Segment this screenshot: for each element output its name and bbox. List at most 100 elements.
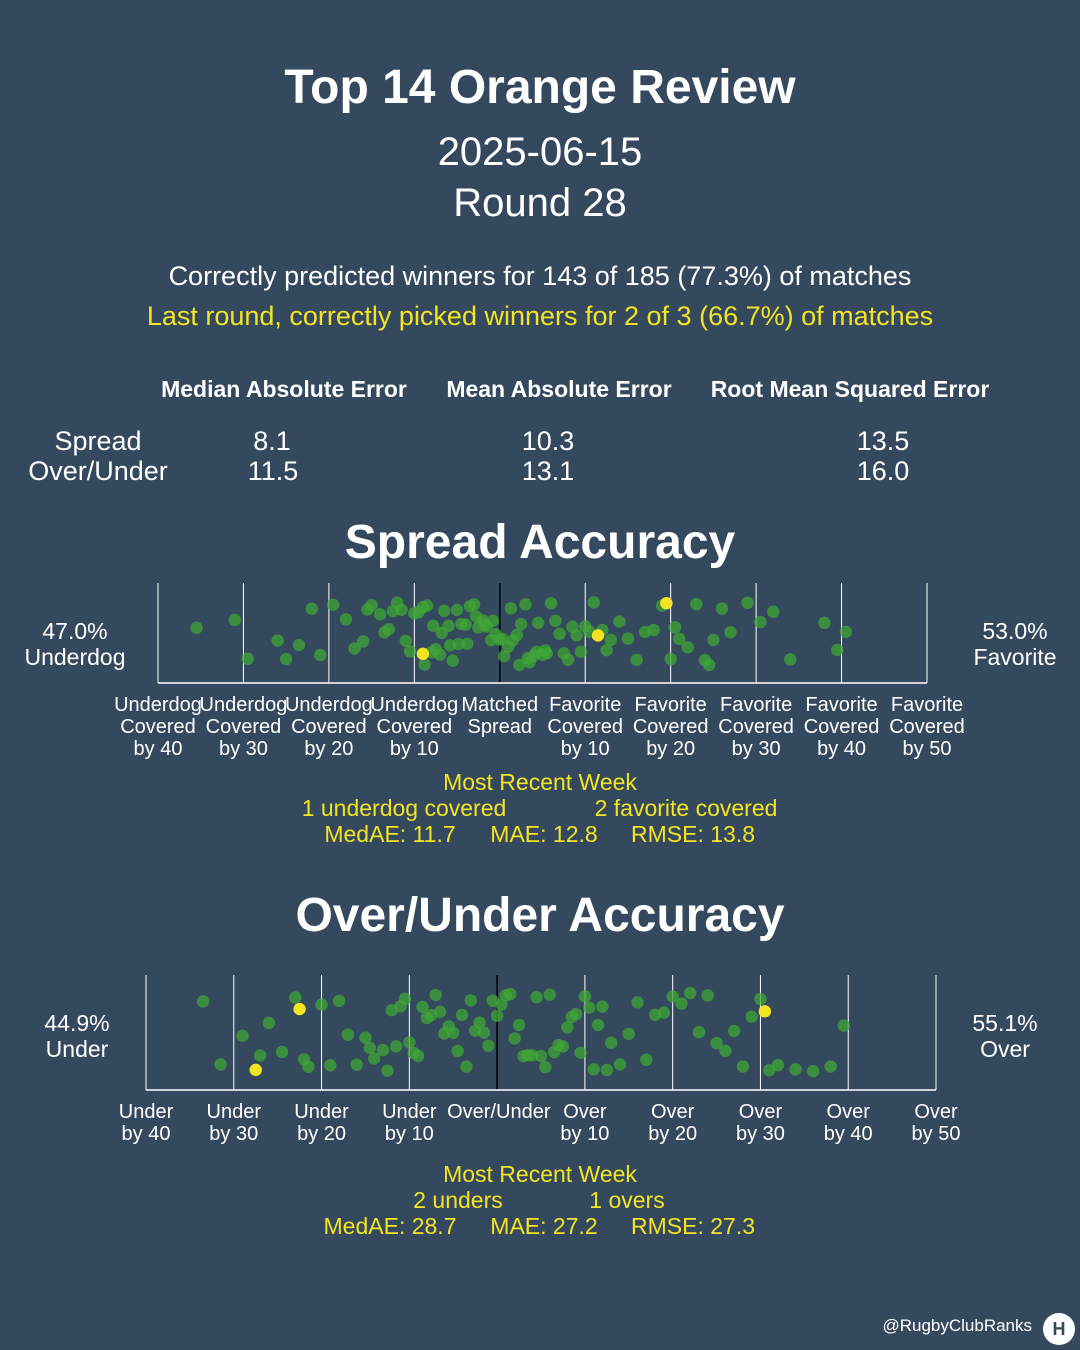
spread-point [784, 653, 797, 666]
overunder-point [622, 1027, 635, 1041]
spread-point [399, 634, 412, 647]
spread-tick-label: Favorite Covered by 30 [718, 694, 794, 760]
spread-point [767, 605, 780, 618]
spread-point [459, 618, 472, 631]
spread-point [604, 633, 618, 647]
overunder-point [517, 1049, 530, 1063]
spread-point [433, 648, 447, 661]
overunder-point [754, 992, 767, 1006]
overunder-point [315, 998, 328, 1011]
spread-recent-favorite: 2 favorite covered [594, 795, 778, 821]
spread-point [839, 625, 853, 639]
overunder-point [701, 989, 714, 1002]
spread-point [378, 626, 391, 639]
spread-point [698, 653, 712, 667]
spread-point [373, 608, 387, 621]
spread-point [461, 637, 474, 650]
overunder-point [425, 1008, 438, 1022]
overunder-tick-label: Over/Under [447, 1101, 551, 1123]
spread-point [655, 599, 669, 612]
overunder-point [359, 1031, 372, 1044]
overunder-point [433, 1005, 447, 1019]
spread-point [690, 597, 703, 611]
spread-point [707, 633, 720, 647]
spread-point [504, 602, 518, 615]
spread-recent-rmse: RMSE: 13.8 [631, 821, 755, 847]
spread-point [497, 649, 511, 663]
season-summary: Correctly predicted winners for 143 of 1… [168, 261, 912, 291]
metric-spread-medae: 8.1 [253, 426, 291, 456]
spread-point [715, 602, 729, 615]
overunder-point [490, 1009, 504, 1022]
spread-point [467, 598, 481, 611]
overunder-point [552, 1038, 565, 1052]
spread-tick-label: Favorite Covered by 10 [547, 694, 624, 760]
overunder-point [403, 1036, 416, 1049]
spread-tick-label: Favorite Covered by 50 [889, 694, 965, 760]
spread-point [446, 654, 459, 667]
overunder-point [350, 1058, 363, 1071]
overunder-tick-label: Over by 20 [648, 1101, 698, 1145]
overunder-point [455, 1008, 469, 1022]
spread-point [382, 623, 395, 636]
spread-point [365, 598, 378, 612]
overunder-point [600, 1063, 614, 1077]
spread-tick-label: Favorite Covered by 20 [632, 694, 709, 760]
spread-tick-label: Underdog Covered by 30 [199, 694, 288, 760]
overunder-tick-label: Under by 30 [206, 1101, 261, 1145]
overunder-tick-label: Over by 40 [823, 1101, 873, 1145]
spread-point [326, 598, 340, 611]
spread-point [566, 620, 579, 633]
overunder-point [613, 1058, 627, 1071]
spread-point [561, 653, 575, 666]
spread-point [579, 620, 592, 633]
spread-favorite-stat: 53.0% Favorite [950, 618, 1080, 670]
overunder-point [389, 1040, 403, 1053]
overunder-point [569, 1007, 583, 1021]
overunder-under-pct: 44.9% [44, 1010, 110, 1036]
overunder-recent-medae: MedAE: 28.7 [323, 1213, 457, 1239]
spread-point [647, 623, 660, 637]
overunder-point [605, 1036, 618, 1050]
spread-underdog-stat: 47.0% Underdog [10, 618, 140, 670]
spread-point [574, 645, 588, 658]
spread-point [532, 616, 545, 630]
overunder-point [763, 1064, 776, 1077]
overunder-point [583, 1001, 596, 1014]
twitter-handle[interactable]: @RugbyClubRanks [882, 1316, 1032, 1335]
overunder-recent-mae: MAE: 27.2 [490, 1213, 598, 1239]
spread-recent-point [660, 596, 673, 610]
overunder-point [727, 1024, 741, 1038]
overunder-recent-title: Most Recent Week [443, 1161, 637, 1187]
overunder-point [657, 1006, 671, 1019]
spread-point [549, 614, 562, 628]
spread-point [438, 604, 451, 618]
spread-point [429, 642, 442, 656]
round-label: Round 28 [453, 181, 627, 225]
spread-point [724, 626, 737, 639]
spread-point [496, 632, 509, 646]
overunder-point [745, 1010, 758, 1023]
overunder-point [482, 1039, 495, 1052]
overunder-point [771, 1058, 785, 1072]
overunder-over-pct: 55.1% [972, 1010, 1038, 1036]
overunder-point [420, 1011, 434, 1025]
overunder-tick-label: Over by 10 [560, 1101, 610, 1145]
spread-point [702, 658, 716, 672]
overunder-point [675, 997, 688, 1010]
spread-point [426, 619, 440, 632]
overunder-point [719, 1044, 732, 1058]
spread-point [314, 648, 327, 662]
spread-recent-point [416, 647, 430, 661]
metric-overunder-medae: 11.5 [247, 456, 299, 486]
overunder-point [692, 1025, 706, 1039]
spread-recent-point [591, 629, 605, 642]
overunder-point [526, 1049, 539, 1062]
spread-favorite-label: Favorite [973, 644, 1057, 670]
spread-point [502, 640, 515, 653]
spread-point [478, 618, 491, 631]
spread-point [587, 596, 600, 609]
overunder-point [236, 1029, 249, 1042]
report-date: 2025-06-15 [437, 130, 643, 174]
spread-point [489, 627, 502, 641]
